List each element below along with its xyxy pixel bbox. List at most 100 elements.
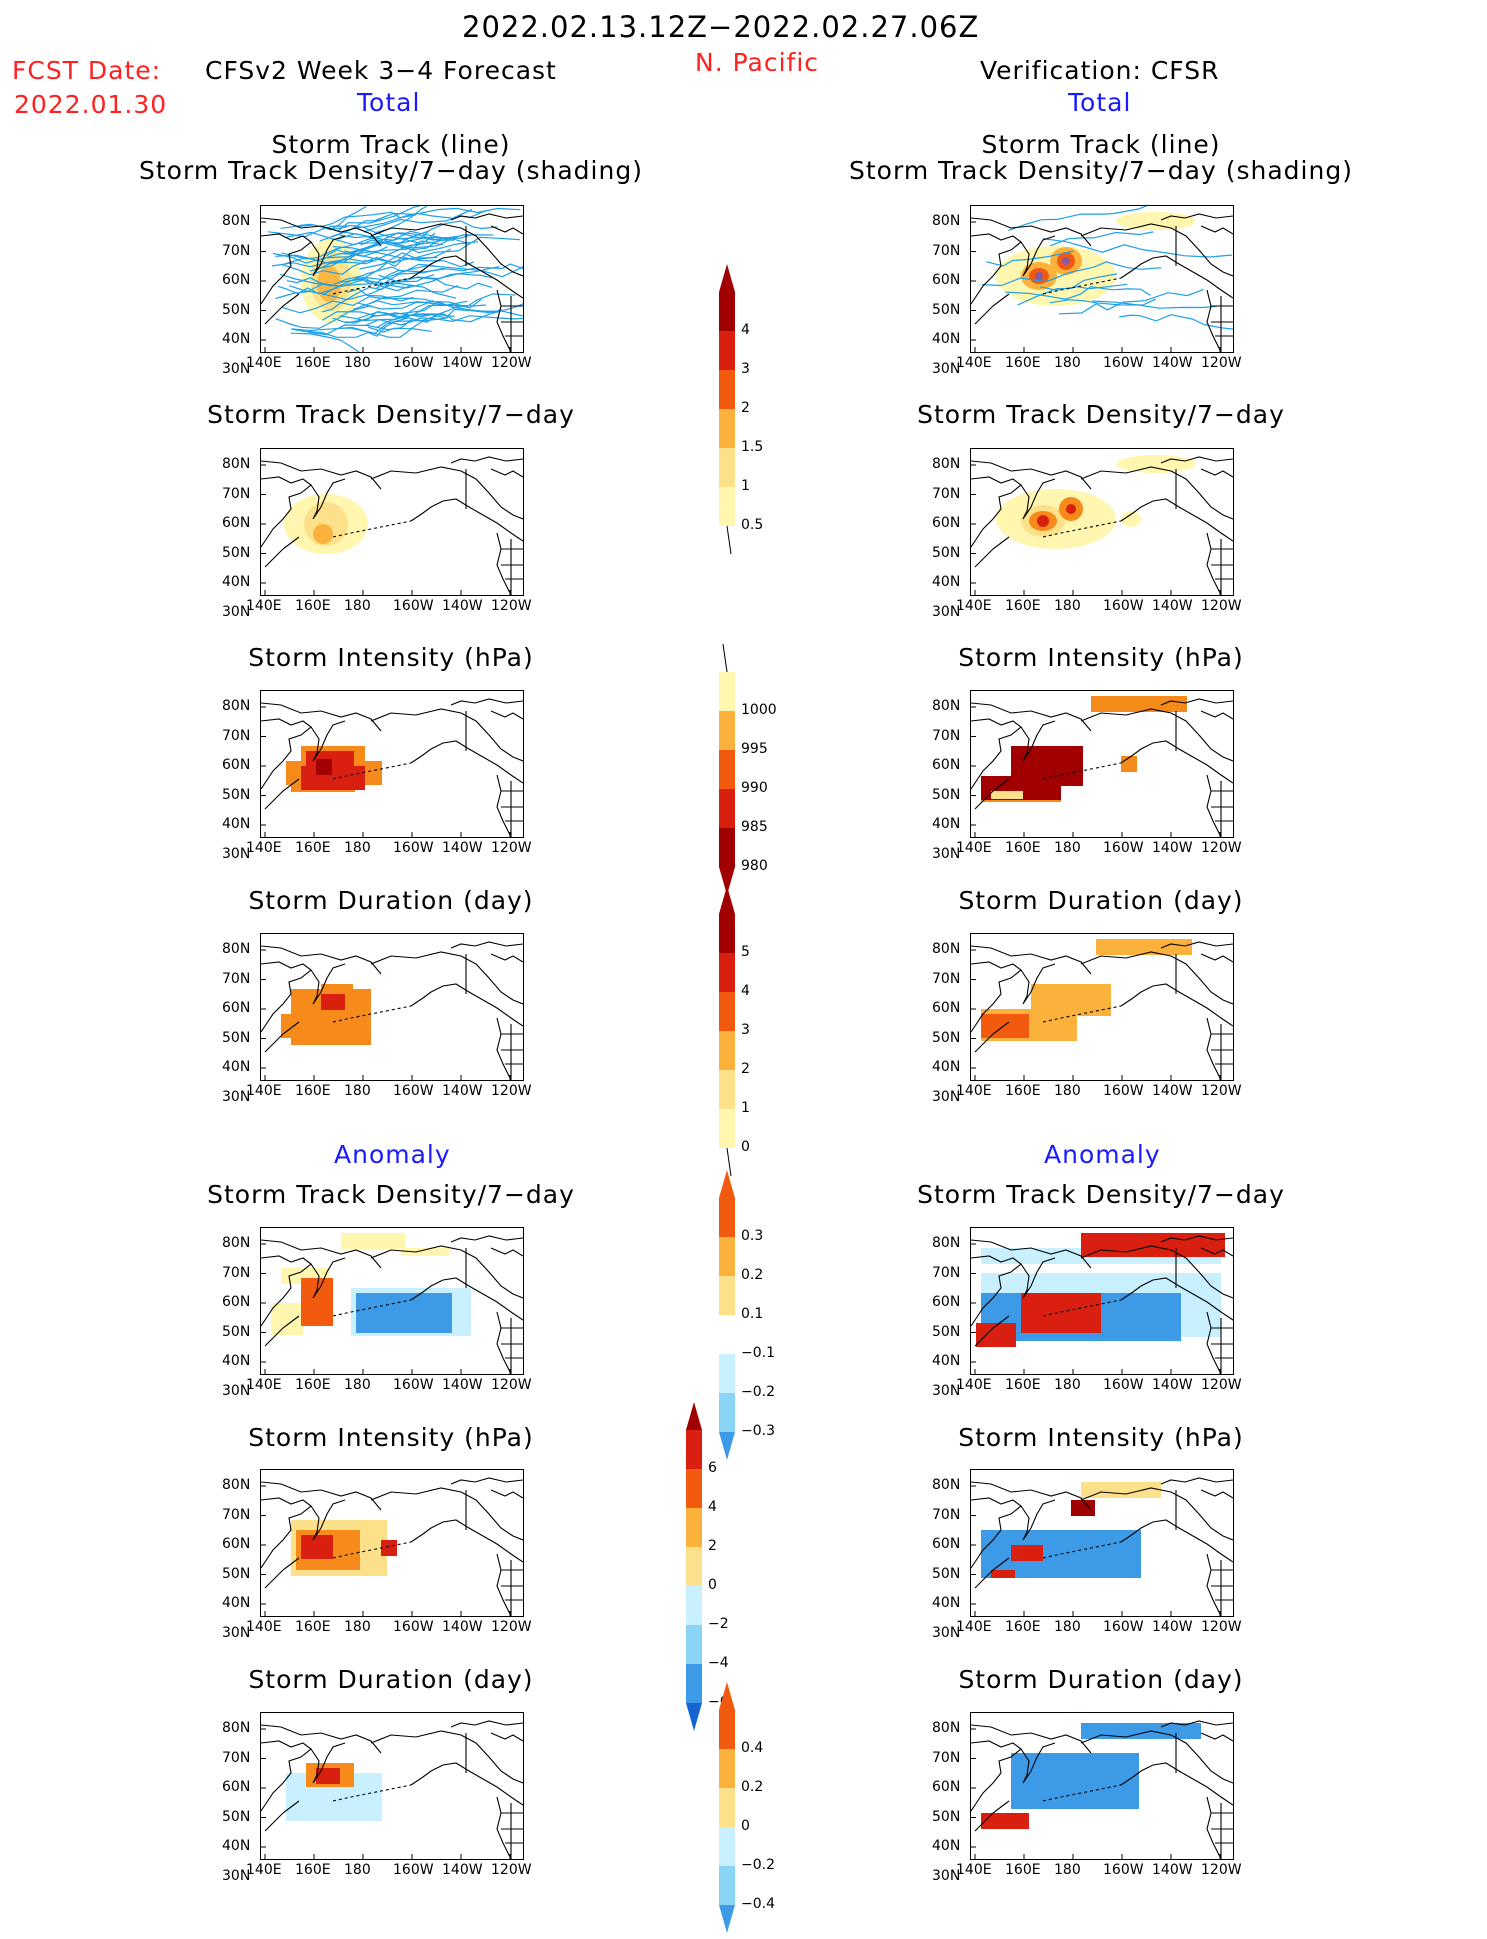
axis-ticks	[261, 1485, 511, 1616]
lat-tick-label: 60N	[932, 1779, 961, 1795]
lat-tick-label: 50N	[222, 1323, 251, 1340]
map-panel-track-verification	[970, 205, 1234, 353]
grid-cell	[981, 1014, 1029, 1038]
coastline	[971, 213, 1233, 352]
colorbar-intensity-total-label: 980	[741, 858, 768, 874]
colorbar-duration-anomaly-label: 0	[741, 1818, 750, 1834]
axis-ticks	[261, 1243, 511, 1374]
lat-tick-label: 30N	[932, 1624, 961, 1641]
grid-cell	[301, 1278, 333, 1326]
colorbar-segment	[719, 1315, 735, 1354]
lat-tick-label: 50N	[932, 1808, 961, 1825]
lon-tick-label: 140W	[1152, 1083, 1193, 1099]
grid-cell	[316, 1768, 340, 1784]
lon-tick-label: 160W	[393, 1862, 434, 1878]
lon-tick-label: 160E	[1005, 1377, 1041, 1393]
lon-tick-label: 160E	[295, 355, 331, 371]
lat-tick-label: 80N	[932, 941, 961, 957]
lon-tick-label: 140E	[246, 1619, 282, 1635]
colorbar-intensity-total	[717, 642, 777, 897]
lat-tick-label: 60N	[222, 1294, 251, 1310]
colorbar-stem-bottom	[726, 525, 732, 555]
coastline	[971, 1235, 1233, 1374]
lat-tick-label: 40N	[932, 574, 961, 590]
lat-tick-label: 30N	[222, 603, 251, 620]
colorbar-duration-total-label: 3	[741, 1022, 750, 1038]
lon-tick-label: 180	[344, 1377, 371, 1393]
lon-tick-label: 120W	[1201, 598, 1242, 614]
axis-ticks	[971, 464, 1221, 595]
colorbar-segment	[719, 1749, 735, 1788]
grid-cell	[981, 1813, 1029, 1829]
colorbar-segment	[719, 487, 735, 526]
lat-tick-label: 70N	[932, 1264, 961, 1281]
colorbar-segment	[719, 789, 735, 828]
panel-title-intensity: Storm Intensity (hPa)	[958, 643, 1244, 672]
lat-tick-label: 40N	[932, 1353, 961, 1369]
coastline	[261, 698, 523, 837]
colorbar-duration-total-label: 1	[741, 1100, 750, 1116]
colorbar-segment	[686, 1547, 702, 1586]
storm-track-line	[345, 300, 502, 324]
storm-track-line	[1005, 285, 1151, 300]
lat-tick-label: 50N	[222, 1029, 251, 1046]
lat-tick-label: 70N	[932, 1749, 961, 1766]
lat-tick-label: 80N	[932, 698, 961, 714]
colorbar-duration-anomaly-label: −0.4	[741, 1896, 775, 1912]
lat-tick-label: 40N	[222, 1595, 251, 1611]
lon-tick-label: 160W	[1103, 1862, 1144, 1878]
colorbar-stem-top	[722, 643, 728, 673]
grid-cell	[1121, 756, 1137, 772]
map-panel-dens-verification	[970, 448, 1234, 596]
lon-tick-label: 140E	[246, 598, 282, 614]
panel-title-track-density: Storm Track Density/7−day	[917, 1180, 1285, 1209]
lat-tick-label: 70N	[932, 1506, 961, 1523]
lat-tick-label: 50N	[932, 1323, 961, 1340]
storm-track-line	[291, 326, 432, 338]
colorbar-density-anomaly-label: −0.3	[741, 1423, 775, 1439]
grid-cell	[301, 1535, 333, 1559]
lat-tick-label: 80N	[222, 1720, 251, 1736]
colorbar-intensity-total-label: 995	[741, 741, 768, 757]
lon-tick-label: 160E	[1005, 1862, 1041, 1878]
grid-cell	[991, 1570, 1015, 1578]
lon-tick-label: 160W	[1103, 355, 1144, 371]
lat-tick-label: 80N	[932, 456, 961, 472]
colorbar-intensity-anomaly	[684, 1400, 744, 1733]
grid-cell	[1021, 1293, 1101, 1333]
storm-track-line	[337, 206, 421, 232]
density-contour	[1121, 511, 1141, 527]
lon-tick-label: 120W	[1201, 1083, 1242, 1099]
lat-tick-label: 60N	[222, 1000, 251, 1016]
colorbar-arrow-top	[719, 886, 735, 914]
lon-tick-label: 180	[344, 1619, 371, 1635]
storm-track-line	[359, 252, 438, 270]
lat-tick-label: 30N	[932, 1088, 961, 1105]
map-panel-adur-forecast	[260, 1712, 524, 1860]
region-title: N. Pacific	[695, 48, 820, 77]
axis-ticks	[971, 1485, 1221, 1616]
lat-tick-label: 30N	[932, 1867, 961, 1884]
storm-track-line	[275, 304, 372, 329]
lon-tick-label: 180	[1054, 1377, 1081, 1393]
colorbar-duration-total-label: 5	[741, 944, 750, 960]
lat-tick-label: 40N	[932, 1595, 961, 1611]
lat-tick-label: 60N	[222, 1536, 251, 1552]
coastline	[971, 1477, 1233, 1616]
colorbar-segment	[719, 992, 735, 1031]
lon-tick-label: 140W	[442, 1862, 483, 1878]
coastline	[261, 213, 523, 352]
storm-track-line	[280, 223, 348, 230]
storm-track-line	[1092, 300, 1217, 309]
lon-tick-label: 180	[1054, 840, 1081, 856]
storm-track-line	[352, 293, 516, 311]
lon-tick-label: 120W	[491, 1862, 532, 1878]
storm-track-line	[275, 246, 388, 261]
colorbar-intensity-anomaly-label: 4	[708, 1499, 717, 1515]
colorbar-intensity-total-label: 1000	[741, 702, 777, 718]
grid-cell	[341, 1233, 405, 1249]
panel-title-intensity: Storm Intensity (hPa)	[248, 1423, 534, 1452]
colorbar-segment	[719, 1237, 735, 1276]
lon-tick-label: 140W	[442, 598, 483, 614]
density-contour	[1062, 257, 1070, 265]
